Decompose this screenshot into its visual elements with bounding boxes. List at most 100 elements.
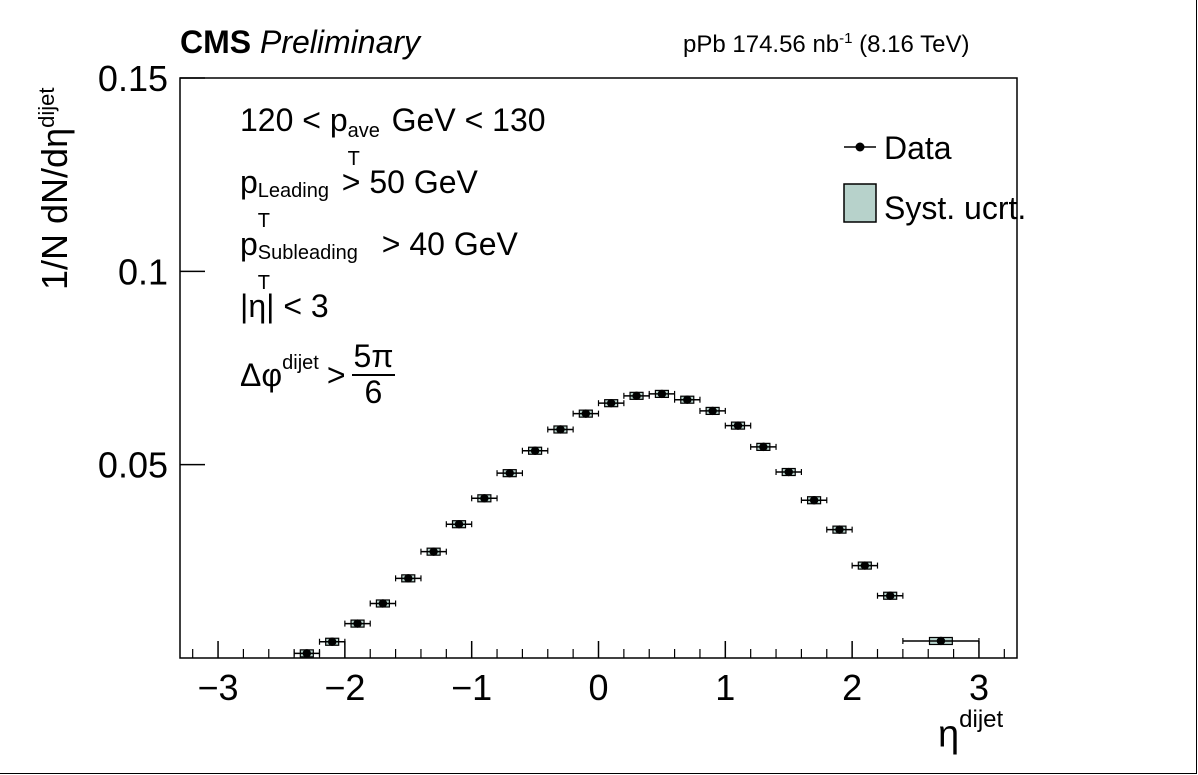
data-marker [885, 591, 895, 600]
data-point [775, 467, 803, 477]
y-axis-ticks: 0.05 0.1 0.15 [98, 58, 205, 486]
x-tick-label: 0 [588, 667, 608, 708]
annotation-pt-leading-sup: Leading [257, 180, 329, 202]
annotation-pt-subleading-post: > 40 GeV [381, 226, 518, 262]
data-point [750, 442, 777, 452]
lumi-suffix: (8.16 TeV) [859, 31, 970, 58]
data-marker [429, 547, 438, 556]
data-point [471, 494, 498, 503]
data-marker [683, 395, 692, 404]
data-marker [378, 599, 388, 608]
data-marker [809, 496, 819, 505]
annotation-pt-leading-sub: T [257, 210, 271, 232]
data-marker [353, 619, 362, 628]
annotation-pt-ave-sup: ave [347, 120, 380, 142]
data-marker [860, 561, 870, 570]
data-point [445, 520, 473, 529]
x-tick-label: 1 [715, 667, 735, 708]
data-point [572, 409, 600, 418]
data-point [344, 619, 371, 628]
annotation-pt-ave: 120 < p ave T GeV < 130 [240, 102, 546, 169]
data-marker [632, 391, 641, 401]
x-tick-label: −3 [198, 667, 239, 708]
data-marker [606, 398, 616, 408]
data-point [673, 395, 701, 404]
x-tick-label: 2 [842, 667, 862, 708]
annotation-pt-subleading-pre: p [240, 226, 258, 262]
data-marker [505, 468, 514, 478]
y-tick-label: 0.05 [98, 445, 168, 486]
x-axis-title-sup: dijet [959, 706, 1004, 733]
data-marker [708, 406, 717, 416]
annotation-pt-leading-pre: p [240, 164, 258, 200]
data-marker [302, 649, 312, 658]
data-marker [556, 425, 565, 434]
data-marker [733, 421, 743, 430]
data-marker [759, 442, 768, 452]
annotation-pt-leading-post: > 50 GeV [341, 164, 478, 200]
annotation-dphi-numerator: 5π [351, 338, 396, 376]
y-axis-title-sup: dijet [34, 87, 59, 128]
annotation-dphi-denominator: 6 [364, 373, 383, 410]
data-point [826, 525, 853, 534]
lumi-exponent: -1 [839, 30, 853, 47]
data-marker [327, 637, 337, 646]
annotation-pt-subleading-sub: T [257, 272, 271, 294]
data-point [318, 637, 346, 646]
annotation-pt-ave-pre: 120 < p [240, 102, 348, 138]
annotation-dphi-pre: Δφ [240, 356, 283, 393]
y-axis-title-base: 1/N dN/dη [34, 127, 75, 290]
data-point [420, 547, 447, 556]
data-point [902, 636, 980, 646]
x-tick-label: 3 [969, 667, 989, 708]
data-marker [657, 389, 667, 399]
data-point [547, 425, 574, 434]
annotation-dphi: Δφ dijet > 5π 6 [240, 338, 396, 410]
data-marker [530, 446, 540, 455]
annotation-pt-subleading-sup: Subleading [257, 242, 358, 264]
data-marker [404, 574, 413, 583]
legend-data-label: Data [884, 130, 952, 166]
preliminary-text: Preliminary [260, 24, 421, 60]
data-marker [454, 520, 464, 529]
cms-label: CMS Preliminary [180, 24, 420, 61]
legend-marks [843, 142, 877, 223]
x-axis-title-base: η [938, 713, 960, 756]
data-point [699, 406, 726, 416]
x-axis-title: ηdijet [938, 706, 1003, 757]
legend-syst-box [843, 183, 877, 223]
annotation-eta-cut: |η| < 3 [240, 290, 329, 322]
data-point [648, 389, 676, 399]
y-tick-label: 0.1 [118, 251, 168, 292]
data-point [724, 421, 752, 430]
y-tick-label: 0.15 [98, 58, 168, 99]
data-point [851, 561, 879, 570]
data-point [369, 599, 397, 608]
data-point [293, 649, 321, 658]
annotation-dphi-post: > [326, 356, 346, 393]
annotation-pt-ave-post: GeV < 130 [391, 102, 546, 138]
annotation-dphi-sup: dijet [282, 351, 319, 374]
x-axis-ticks: −3 −2 −1 0 1 2 3 [192, 641, 1005, 708]
annotation-eta-cut-text: |η| < 3 [240, 288, 329, 324]
data-point [597, 398, 625, 408]
data-points [293, 389, 980, 658]
x-tick-label: −1 [451, 667, 492, 708]
data-marker [581, 409, 591, 418]
data-marker [480, 494, 489, 503]
x-tick-label: −2 [324, 667, 365, 708]
legend-data-marker [855, 142, 865, 152]
legend-syst-label: Syst. ucrt. [884, 190, 1027, 226]
data-point [394, 574, 422, 583]
data-marker [784, 467, 793, 477]
annotation-pt-leading: p Leading T > 50 GeV [240, 164, 478, 231]
annotation-pt-ave-sub: T [347, 148, 360, 170]
cms-bold-text: CMS [180, 24, 252, 60]
data-marker [936, 636, 946, 646]
data-point [623, 391, 650, 401]
data-marker [835, 525, 844, 534]
data-point [800, 496, 828, 505]
luminosity-label: pPb 174.56 nb-1 (8.16 TeV) [683, 30, 969, 59]
